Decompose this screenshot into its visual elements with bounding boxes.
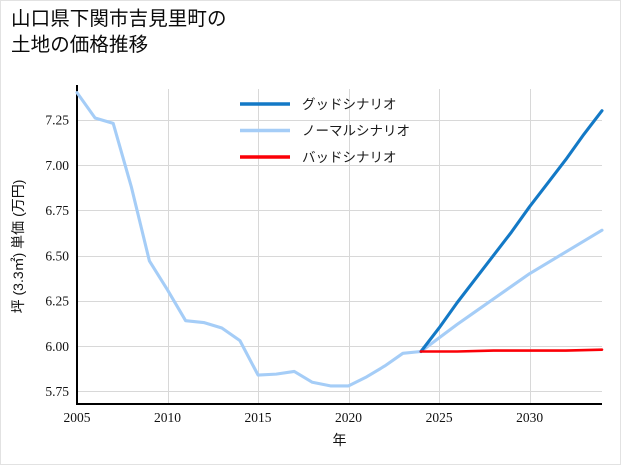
series-line-good (419, 109, 604, 354)
y-axis-title: 坪 (3.3㎡) 単価 (万円) (10, 180, 26, 314)
y-tick-label: 7.00 (45, 158, 69, 173)
series-line-bad (419, 348, 604, 353)
x-tick-label: 2025 (426, 410, 453, 425)
x-tick-label: 2005 (64, 410, 91, 425)
y-tick-label: 6.75 (45, 203, 69, 218)
x-tick-label: 2030 (516, 410, 543, 425)
legend-label-1: ノーマルシナリオ (302, 124, 410, 139)
y-tick-label: 7.25 (45, 113, 69, 128)
y-tick-label: 6.25 (45, 294, 69, 309)
y-tick-label: 6.50 (45, 248, 69, 263)
x-tick-label: 2010 (154, 410, 181, 425)
series-line-normal (75, 91, 604, 388)
y-tick-label: 5.75 (45, 384, 69, 399)
legend-label-0: グッドシナリオ (302, 97, 397, 112)
x-tick-label: 2020 (335, 410, 362, 425)
legend-label-2: バッドシナリオ (302, 150, 397, 165)
page-title: 山口県下関市吉見里町の 土地の価格推移 (11, 8, 227, 56)
x-axis-title: 年 (333, 432, 347, 448)
x-tick-label: 2015 (245, 410, 272, 425)
y-tick-label: 6.00 (45, 339, 69, 354)
